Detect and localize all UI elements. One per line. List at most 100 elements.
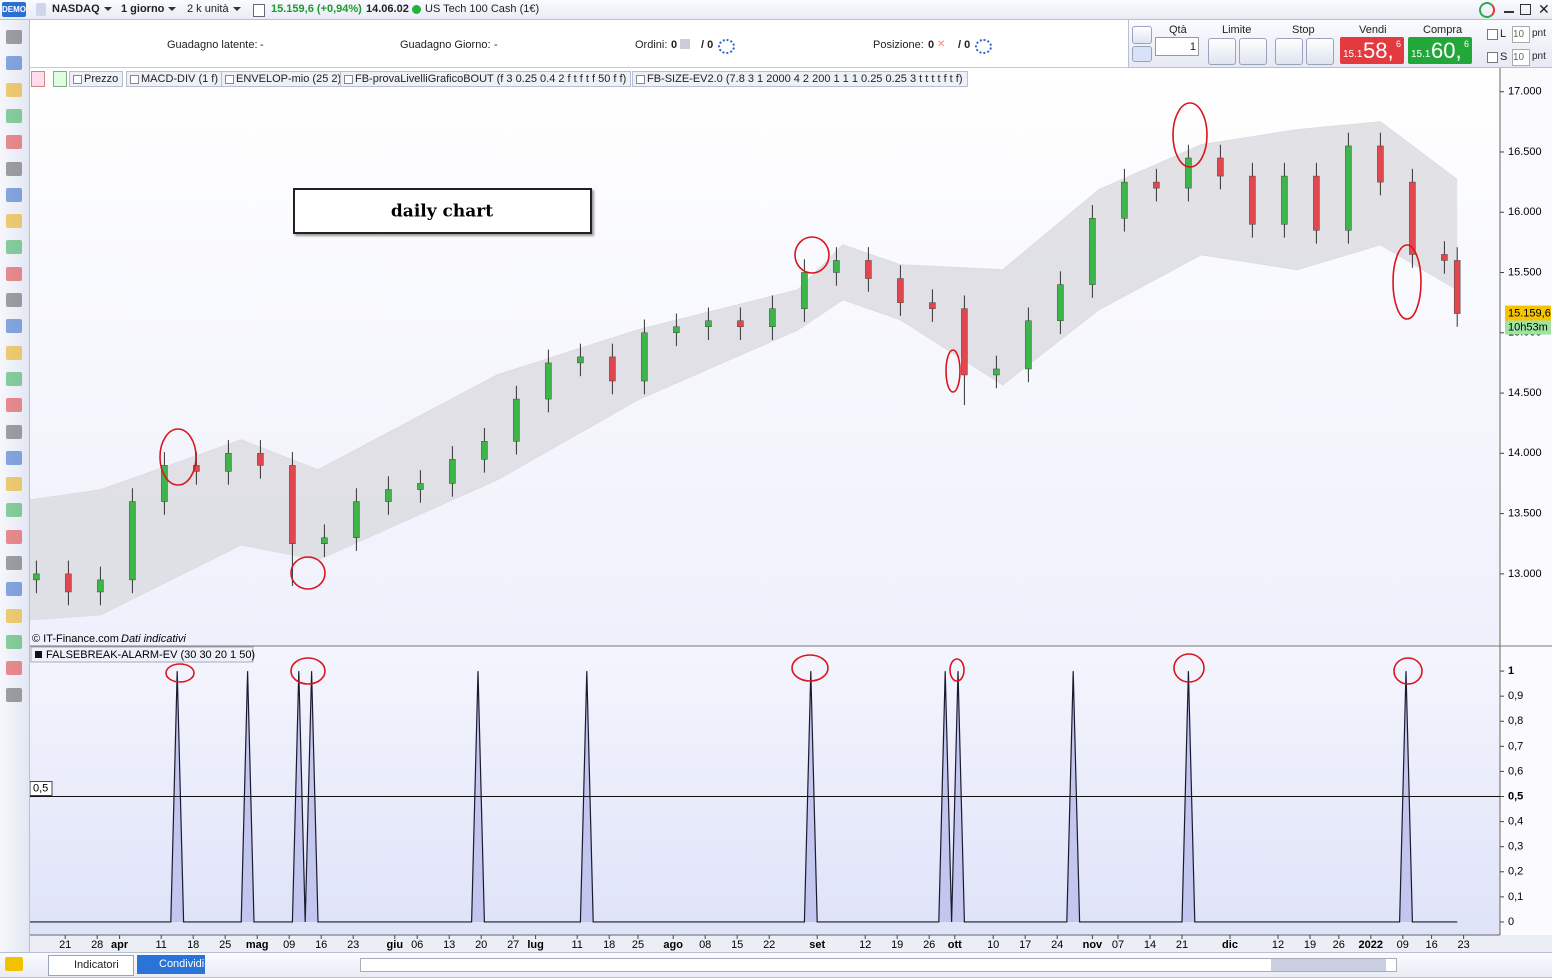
buy-button[interactable]: 15.1 60, 6 [1408, 37, 1472, 64]
indicator-tab[interactable]: MACD-DIV (1 f) [126, 71, 223, 87]
x-tick-label: 15 [731, 939, 743, 951]
indicator-tab[interactable]: FB-SIZE-EV2.0 (7.8 3 1 2000 4 2 200 1 1 … [632, 71, 968, 87]
pencil-button[interactable] [5, 957, 23, 971]
tool-icon[interactable] [6, 108, 22, 123]
close[interactable]: ✕ [1538, 1, 1550, 17]
buy-label: Compra [1423, 24, 1463, 36]
tool-icon[interactable] [6, 214, 22, 229]
limit-sell-button[interactable] [1239, 38, 1267, 65]
stop-buy-button[interactable] [1275, 38, 1303, 65]
x-tick-label: 18 [603, 939, 615, 951]
tool-icon[interactable] [6, 82, 22, 97]
highlight [945, 349, 961, 393]
copyright: © IT-Finance.com [32, 633, 119, 645]
l-input[interactable]: 10 [1512, 26, 1530, 43]
info-icon[interactable] [253, 4, 265, 17]
y-tick-label: 16.500 [1508, 146, 1542, 158]
candle-body [1089, 218, 1096, 285]
stop-label: Stop [1292, 24, 1315, 36]
orders-settings[interactable] [718, 39, 735, 54]
position-label: Posizione: [873, 39, 924, 51]
x-tick-label: lug [527, 939, 544, 951]
last-price-label: 15.159,6 [1508, 307, 1551, 319]
sell-button[interactable]: 15.1 58, 6 [1340, 37, 1404, 64]
indicators-button[interactable]: Indicatori [48, 955, 134, 976]
tool-icon[interactable] [6, 398, 22, 413]
qty-label: Qtà [1169, 24, 1187, 36]
sell-sup: 6 [1396, 39, 1402, 49]
candle-body [225, 453, 232, 472]
indicator-tab[interactable]: FB-provaLivelliGraficoBOUT (f 3 0.25 0.4… [340, 71, 632, 87]
x-tick-label: 06 [411, 939, 423, 951]
level-label-box [29, 781, 53, 797]
x-tick-label: 09 [1397, 939, 1409, 951]
tool-icon[interactable] [6, 293, 22, 307]
x-tick-label: 26 [923, 939, 935, 951]
minimize[interactable] [1504, 11, 1514, 13]
x-tick-label: 21 [59, 939, 71, 951]
tool-icon[interactable] [6, 161, 22, 176]
candle-body [33, 573, 40, 581]
settings-button[interactable] [1132, 26, 1152, 44]
instrument-name: NASDAQ [52, 3, 100, 15]
candle-body [353, 501, 360, 538]
candle-body [1453, 260, 1461, 314]
envelope-upper [29, 121, 1458, 501]
maximize[interactable] [1520, 4, 1531, 15]
s-input[interactable]: 10 [1512, 49, 1530, 66]
tool-icon[interactable] [6, 634, 22, 649]
x-tick-label: 25 [219, 939, 231, 951]
tool-icon[interactable] [6, 187, 22, 202]
share-button[interactable]: Condividi [137, 955, 205, 974]
limit-buy-button[interactable] [1208, 38, 1236, 65]
tool-icon[interactable] [6, 371, 22, 386]
x-tick-label: 21 [1176, 939, 1188, 951]
qty-input[interactable]: 1 [1155, 37, 1199, 56]
tool-icon[interactable] [6, 135, 22, 150]
tool-icon[interactable] [6, 56, 22, 71]
position-icon[interactable]: ✕ [937, 39, 946, 50]
tool-icon[interactable] [6, 556, 22, 570]
refresh-icon[interactable] [1479, 2, 1495, 18]
demo-badge: DEMO [2, 2, 26, 17]
s-checkbox[interactable] [1487, 52, 1498, 63]
tool-icon[interactable] [6, 424, 22, 439]
y-tick-label: 14.000 [1508, 447, 1542, 459]
tool-icon[interactable] [6, 450, 22, 465]
tool-icon[interactable] [6, 30, 22, 44]
tool-icon[interactable] [6, 319, 22, 334]
instrument[interactable]: NASDAQ [52, 3, 112, 15]
tool-icon[interactable] [6, 608, 22, 623]
x-tick-label: ott [948, 939, 962, 951]
y-tick-label: 13.500 [1508, 508, 1542, 520]
tool-icon[interactable] [6, 240, 22, 255]
indicator-tab[interactable]: ENVELOP-mio (25 2) [221, 71, 347, 87]
scrollbar[interactable] [360, 958, 1397, 972]
orders-icon[interactable] [680, 39, 690, 49]
position-settings[interactable] [975, 39, 992, 54]
scroll-thumb[interactable] [1271, 959, 1386, 971]
x-tick-label: giu [387, 939, 404, 951]
tool-icon[interactable] [6, 661, 22, 676]
tool-icon[interactable] [6, 345, 22, 360]
add-tab-icon[interactable] [53, 71, 67, 87]
timeframe[interactable]: 1 giorno [121, 3, 177, 15]
tool-icon[interactable] [6, 687, 22, 702]
tool-icon[interactable] [6, 266, 22, 281]
annotation-box [293, 188, 592, 234]
tool-icon[interactable] [6, 503, 22, 518]
candle-body [481, 441, 488, 460]
candle-body [961, 308, 968, 376]
keyboard-button[interactable] [1132, 46, 1152, 62]
stop-sell-button[interactable] [1306, 38, 1334, 65]
s-label: S [1500, 51, 1508, 63]
close-tab-icon[interactable] [31, 71, 45, 87]
tool-icon[interactable] [6, 582, 22, 597]
tool-icon[interactable] [6, 477, 22, 492]
tool-icon[interactable] [6, 529, 22, 544]
l-checkbox[interactable] [1487, 29, 1498, 40]
units[interactable]: 2 k unità [187, 3, 241, 15]
x-tick-label: set [809, 939, 825, 951]
indicator-tab[interactable]: Prezzo [69, 71, 124, 87]
lock-icon[interactable] [36, 3, 46, 16]
